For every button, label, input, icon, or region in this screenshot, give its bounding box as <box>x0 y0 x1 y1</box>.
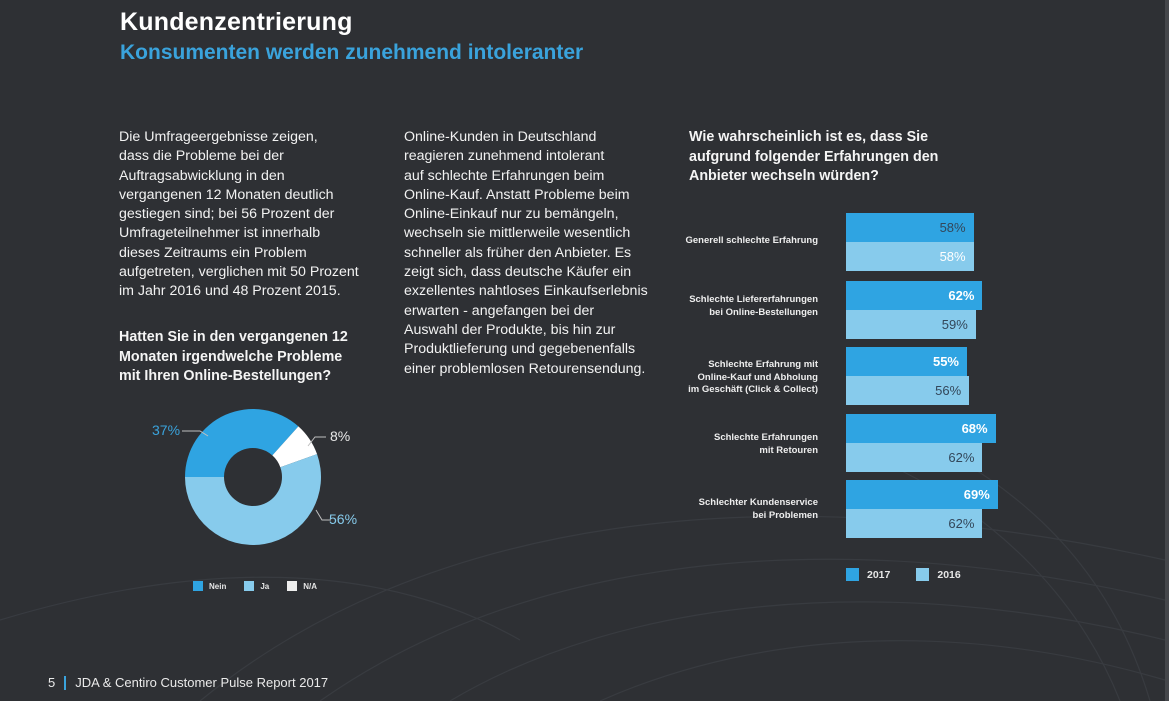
pie-question-line: mit Ihren Online-Bestellungen? <box>119 368 332 384</box>
legend-item-ja: Ja <box>244 581 269 591</box>
slice-nein <box>185 409 299 477</box>
category-line: bei Problemen <box>752 509 818 521</box>
pie-label-ja: 56% <box>329 511 358 527</box>
leader-line-nein <box>182 430 209 437</box>
bar-category-label: Schlechter Kundenservice bei Problemen <box>668 497 818 522</box>
legend-label-na: N/A <box>303 581 318 591</box>
legend-swatch-2016 <box>916 568 930 581</box>
bar-2016-0: 58% <box>846 242 974 271</box>
pie-question-line: Monaten irgendwelche Probleme <box>119 348 343 365</box>
middle-line: Produktlieferung und gegebenenfalls <box>404 341 636 358</box>
middle-line: Online-Kunden in Deutschland <box>404 129 597 145</box>
category-line: Schlechte Liefererfahrungen <box>689 294 818 305</box>
leader-line-ja <box>315 509 331 521</box>
bar-2016-4: 62% <box>846 509 983 538</box>
middle-line: Online-Kauf. Anstatt Probleme beim <box>404 186 630 203</box>
middle-line: Online-Einkauf nur zu bemängeln, <box>404 206 619 223</box>
bar-2016-3: 62% <box>846 443 983 472</box>
donut-chart <box>182 409 331 545</box>
middle-paragraph: Online-Kunden in Deutschland reagieren z… <box>404 128 648 379</box>
category-line: Schlechter Kundenservice <box>698 497 818 508</box>
intro-line: aufgetreten, verglichen mit 50 Prozent <box>119 264 359 281</box>
category-line: mit Retouren <box>759 444 818 456</box>
pie-legend: Nein Ja N/A <box>193 581 335 591</box>
page-number: 5 <box>48 675 56 690</box>
pie-label-nein: 37% <box>152 422 181 438</box>
bar-category-label: Schlechte Erfahrungen mit Retouren <box>668 432 818 457</box>
bar-category-labels: Generell schlechte Erfahrung Schlechte L… <box>666 0 818 701</box>
category-line: Online-Kauf und Abholung <box>697 371 819 383</box>
bar-2017-0: 58% <box>846 213 974 242</box>
bar-legend: 2017 2016 <box>846 568 987 581</box>
legend-item-nein: Nein <box>193 581 226 591</box>
category-line: bei Online-Bestellungen <box>709 306 818 318</box>
report-title: JDA & Centiro Customer Pulse Report 2017 <box>75 675 329 690</box>
intro-line: dass die Probleme bei der <box>119 148 284 165</box>
middle-line: zeigt sich, dass deutsche Käufer ein <box>404 264 632 281</box>
category-line: Schlechte Erfahrung mit <box>708 359 818 370</box>
legend-swatch-2017 <box>846 568 859 581</box>
middle-line: exzellentes nahtloses Einkaufserlebnis <box>404 283 648 300</box>
category-line: im Geschäft (Click & Collect) <box>688 384 818 395</box>
category-line: Schlechte Erfahrungen <box>714 432 818 443</box>
intro-line: dieses Zeitraums ein Problem <box>119 244 307 261</box>
legend-label-ja: Ja <box>260 581 270 591</box>
page-subtitle: Konsumenten werden zunehmend intolerante… <box>120 41 584 64</box>
intro-line: vergangenen 12 Monaten deutlich <box>119 186 334 203</box>
legend-label-2016: 2016 <box>937 568 961 581</box>
bar-question-line: aufgrund folgender Erfahrungen den <box>689 148 939 165</box>
slice-ja <box>185 454 321 545</box>
intro-paragraph: Die Umfrageergebnisse zeigen, dass die P… <box>119 128 359 302</box>
pie-chart-question: Hatten Sie in den vergangenen 12 Monaten… <box>119 328 348 387</box>
bar-chart-question: Wie wahrscheinlich ist es, dass Sie aufg… <box>689 128 938 187</box>
legend-item-na: N/A <box>287 581 317 591</box>
bar-question-line: Wie wahrscheinlich ist es, dass Sie <box>689 129 929 145</box>
intro-line: Die Umfrageergebnisse zeigen, <box>119 129 318 145</box>
legend-item-2017: 2017 <box>846 568 890 581</box>
bar-2016-2: 56% <box>846 376 970 405</box>
page-footer: 5 JDA & Centiro Customer Pulse Report 20… <box>48 675 328 690</box>
bar-2016-1: 59% <box>846 310 976 339</box>
legend-item-2016: 2016 <box>916 568 961 581</box>
bar-2017-4: 69% <box>846 480 998 509</box>
bar-2017-2: 55% <box>846 347 967 376</box>
intro-line: Umfrageteilnehmer ist innerhalb <box>119 225 321 242</box>
middle-line: wechseln sie mittlerweile wesentlich <box>404 225 631 242</box>
leader-line-na <box>307 436 326 447</box>
middle-line: schneller als früher den Anbieter. Es <box>404 244 632 261</box>
legend-swatch-nein <box>193 581 203 591</box>
page-edge <box>1165 0 1169 701</box>
intro-line: gestiegen sind; bei 56 Prozent der <box>119 206 335 223</box>
intro-line: Auftragsabwicklung in den <box>119 167 285 184</box>
legend-label-2017: 2017 <box>867 568 891 581</box>
middle-line: Auswahl der Produkte, bis hin zur <box>404 321 616 338</box>
pie-question-line: Hatten Sie in den vergangenen 12 <box>119 329 348 345</box>
bar-2017-3: 68% <box>846 414 996 443</box>
intro-line: im Jahr 2016 und 48 Prozent 2015. <box>119 283 341 300</box>
footer-divider <box>64 675 67 690</box>
middle-line: auf schlechte Erfahrungen beim <box>404 167 605 184</box>
legend-swatch-ja <box>244 581 255 591</box>
slice-na <box>272 426 318 468</box>
pie-label-na: 8% <box>330 428 351 444</box>
middle-line: reagieren zunehmend intolerant <box>404 148 605 165</box>
category-line: Generell schlechte Erfahrung <box>685 235 818 246</box>
legend-swatch-na <box>287 581 298 591</box>
middle-line: erwarten - angefangen bei der <box>404 302 595 319</box>
legend-label-nein: Nein <box>209 581 227 591</box>
bar-question-line: Anbieter wechseln würden? <box>689 168 879 184</box>
bar-category-label: Generell schlechte Erfahrung <box>668 235 818 248</box>
bar-category-label: Schlechte Erfahrung mit Online-Kauf und … <box>668 359 818 397</box>
bar-2017-1: 62% <box>846 281 983 310</box>
middle-line: einer problemlosen Retourensendung. <box>404 360 646 377</box>
bar-category-label: Schlechte Liefererfahrungen bei Online-B… <box>668 294 818 319</box>
page-title: Kundenzentrierung <box>120 8 353 36</box>
